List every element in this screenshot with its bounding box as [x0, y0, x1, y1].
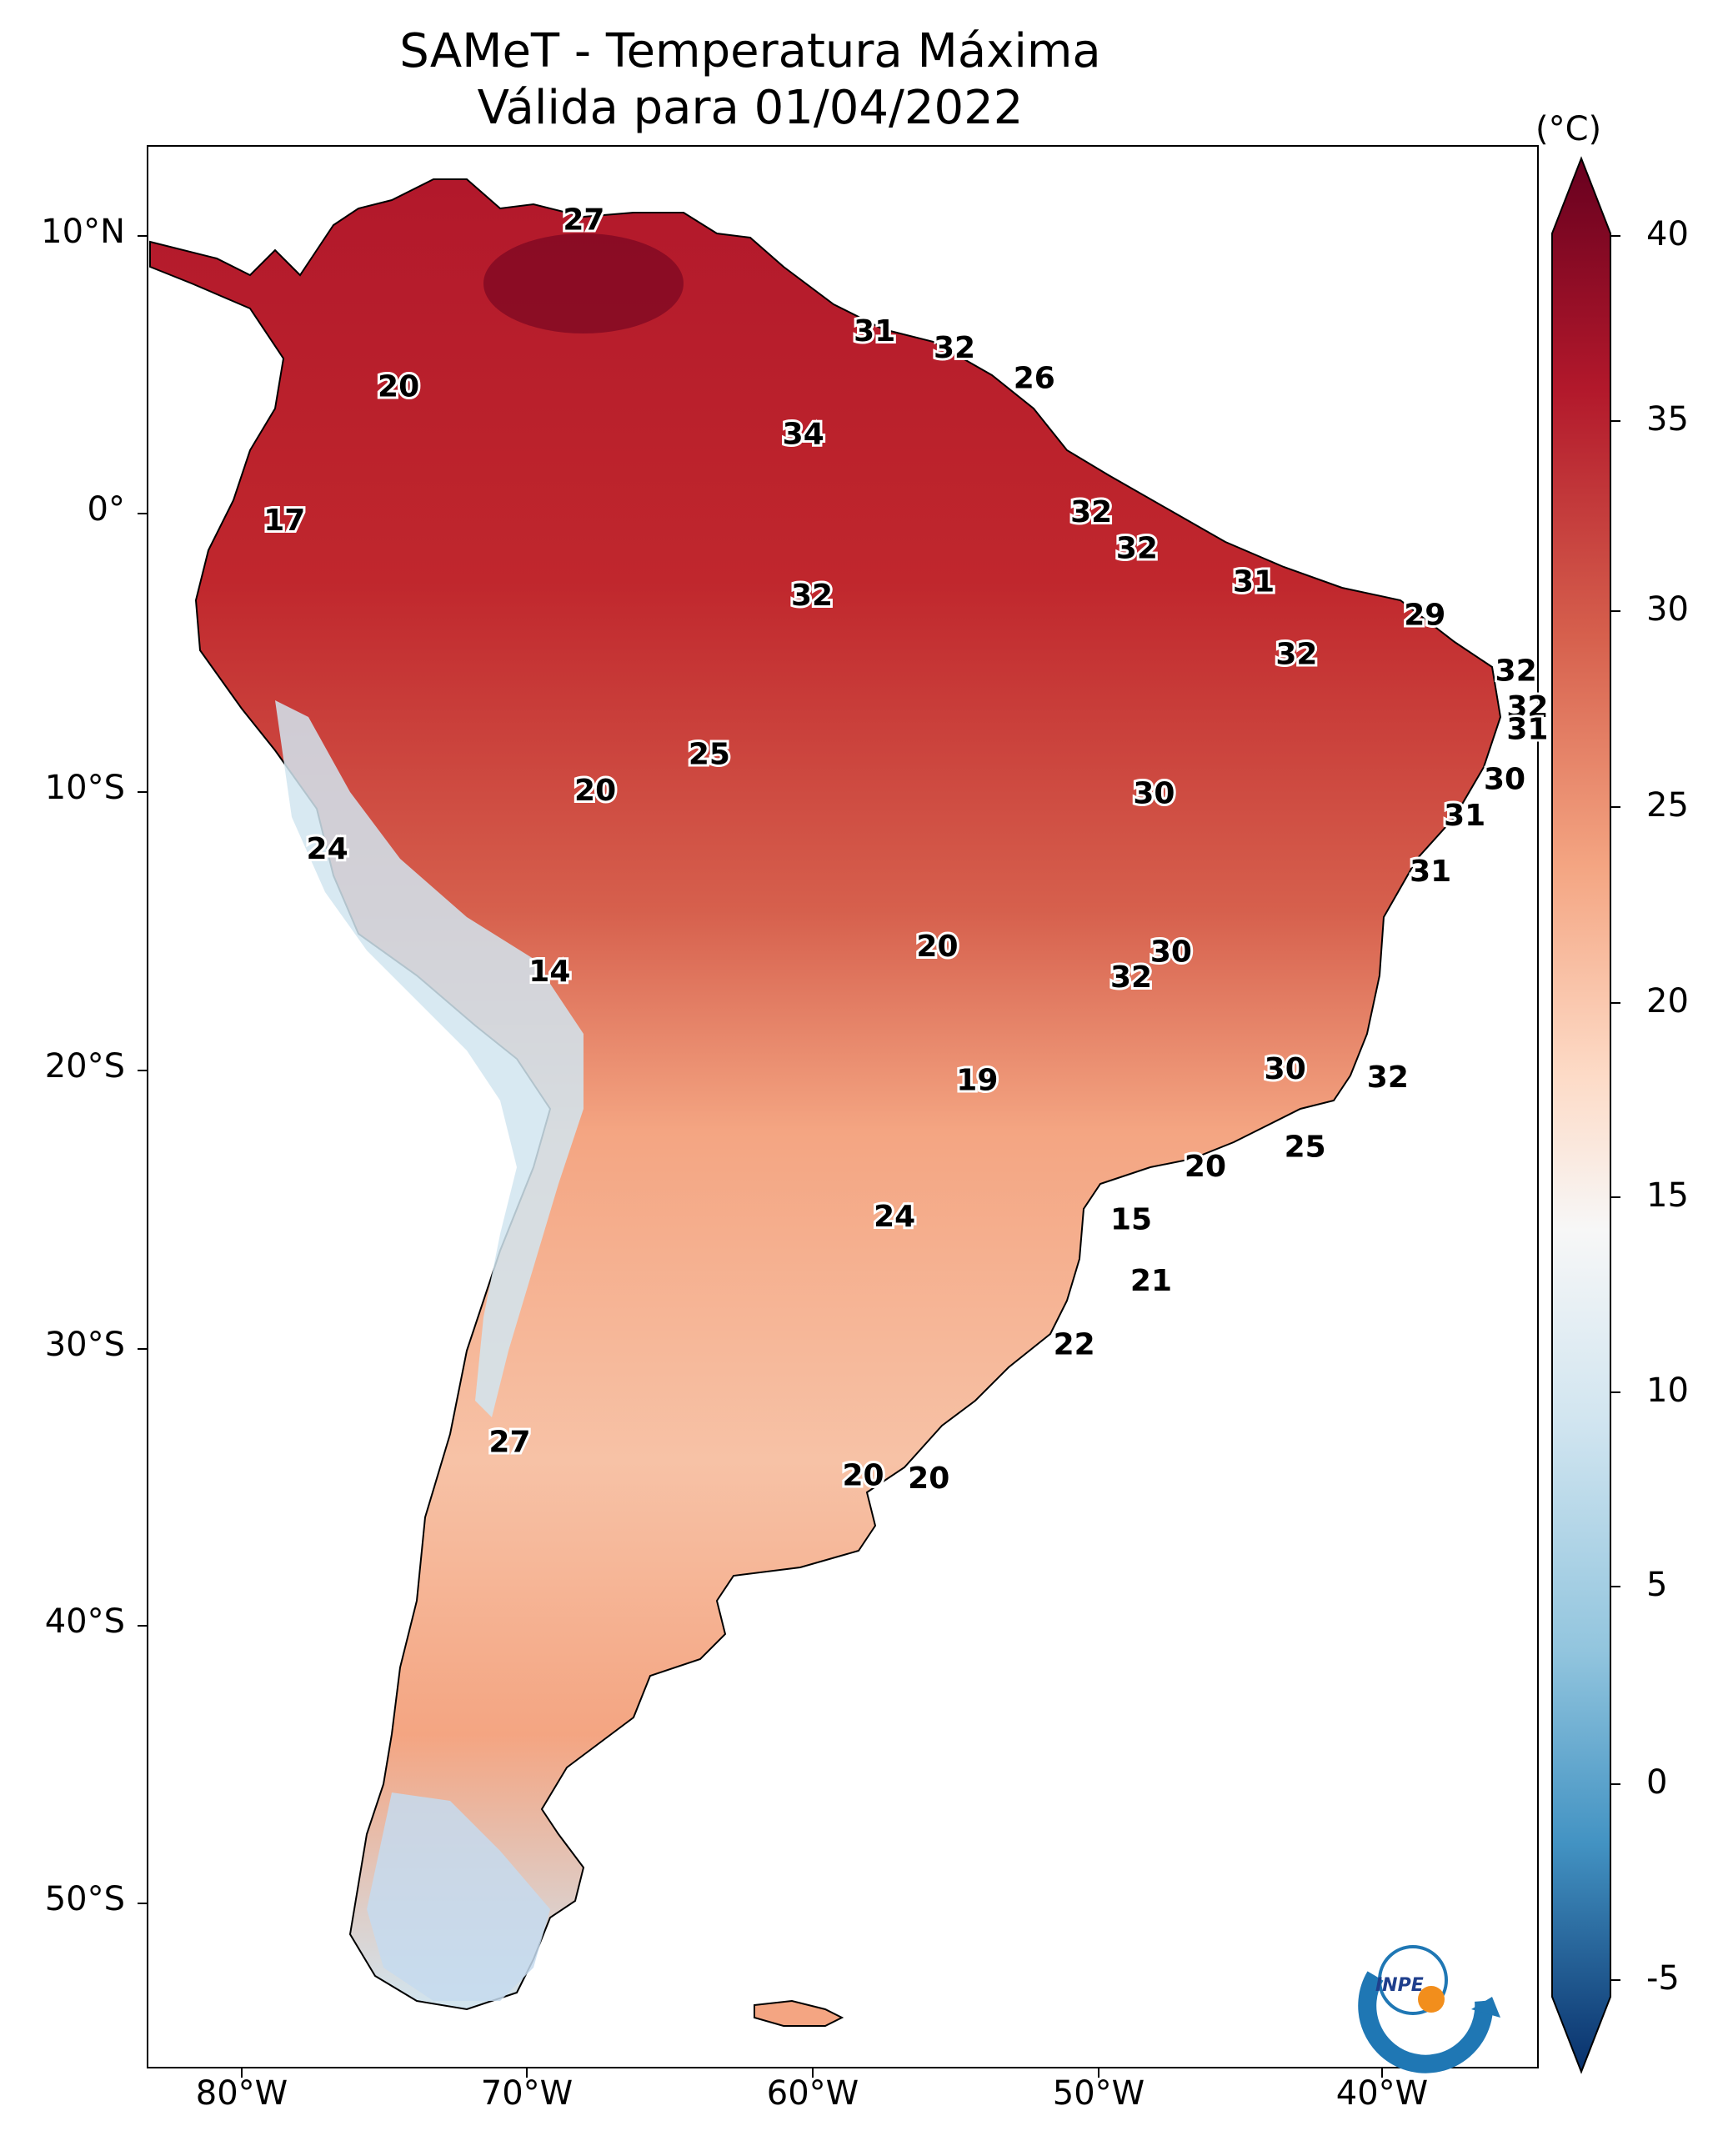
map-frame: [147, 145, 1539, 2068]
temperature-label: 14: [528, 955, 570, 989]
temperature-label: 27: [488, 1426, 530, 1460]
temperature-label: 22: [1054, 1328, 1095, 1362]
temperature-label: 32: [1506, 690, 1548, 725]
temperature-label: 17: [263, 504, 305, 538]
temperature-label: 31: [1410, 855, 1451, 889]
axis-ticks: [138, 235, 1383, 2078]
colorbar-tick-40: 40: [1646, 215, 1689, 253]
temperature-label: 20: [574, 774, 616, 808]
temperature-label: 31: [854, 314, 895, 348]
temperature-label: 32: [1116, 531, 1158, 565]
temperature-label: 20: [908, 1462, 949, 1496]
temperature-label: 20: [1185, 1150, 1226, 1184]
inpe-logo-text: INPE: [1375, 1975, 1424, 1996]
temperature-label: 20: [916, 930, 958, 964]
temperature-label: 30: [1150, 935, 1192, 970]
inpe-logo: INPE: [1358, 1945, 1500, 2073]
temperature-label: 15: [1110, 1202, 1152, 1236]
temperature-label: 32: [1495, 654, 1537, 688]
map-title-line1: SAMeT - Temperatura Máxima: [399, 24, 1101, 78]
temperature-label: 25: [689, 738, 730, 772]
temperature-label: 21: [1130, 1264, 1172, 1298]
colorbar-tick-20: 20: [1646, 982, 1689, 1020]
map-title-line2: Válida para 01/04/2022: [477, 81, 1024, 135]
colorbar-tick-35: 35: [1646, 400, 1689, 439]
temperature-label: 27: [563, 203, 604, 237]
temperature-label: 26: [1014, 362, 1055, 396]
colorbar-tick-5: 5: [1646, 1566, 1668, 1604]
falkland-islands: [754, 1999, 844, 2027]
temperature-label: 20: [843, 1459, 884, 1493]
temperature-label: 20: [378, 370, 419, 404]
temperature-label: 25: [1285, 1131, 1326, 1165]
temperature-label: 24: [307, 832, 348, 866]
lat-tick-20s: 20°S: [44, 1047, 125, 1086]
colorbar-tick-minus5: -5: [1646, 1959, 1680, 1998]
temperature-label: 31: [1444, 799, 1485, 833]
patagonia-cool-region: [367, 1792, 550, 2001]
lat-tick-10n: 10°N: [41, 213, 125, 251]
temperature-label: 32: [1275, 637, 1317, 671]
temperature-label: 34: [783, 417, 824, 451]
lon-tick-80w: 80°W: [195, 2074, 288, 2113]
colorbar: [1551, 156, 1620, 2074]
temperature-label: 19: [956, 1063, 998, 1097]
hot-region-north: [483, 233, 684, 333]
temperature-label: 31: [1506, 713, 1548, 747]
inpe-logo-arc: [1358, 1971, 1494, 2073]
lat-tick-50s: 50°S: [44, 1880, 125, 1918]
inpe-logo-dot: [1418, 1986, 1445, 2013]
temperature-label: 30: [1265, 1052, 1306, 1086]
temperature-label: 24: [874, 1200, 915, 1234]
colorbar-tick-0: 0: [1646, 1763, 1668, 1802]
lon-tick-40w: 40°W: [1335, 2074, 1429, 2113]
andes-cool-band: [275, 700, 584, 1417]
colorbar-tick-10: 10: [1646, 1371, 1689, 1410]
temperature-label: 32: [934, 331, 975, 365]
lat-tick-0: 0°: [87, 490, 125, 529]
lat-tick-40s: 40°S: [44, 1602, 125, 1641]
colorbar-tick-25: 25: [1646, 786, 1689, 825]
lon-tick-60w: 60°W: [766, 2074, 859, 2113]
temperature-label: 29: [1404, 599, 1445, 633]
temperature-label: 32: [1367, 1060, 1409, 1095]
lat-tick-10s: 10°S: [44, 769, 125, 807]
temperature-label: 30: [1484, 763, 1525, 797]
lat-tick-30s: 30°S: [44, 1326, 125, 1364]
colorbar-tick-15: 15: [1646, 1176, 1689, 1215]
temperature-label: 32: [1110, 960, 1152, 995]
colorbar-unit: (°C): [1535, 110, 1602, 148]
colorbar-bar: [1551, 156, 1611, 2074]
temperature-label: 31: [1233, 565, 1275, 599]
lon-tick-50w: 50°W: [1052, 2074, 1145, 2113]
lon-tick-70w: 70°W: [480, 2074, 573, 2113]
colorbar-tick-30: 30: [1646, 590, 1689, 629]
temperature-label: 30: [1133, 776, 1175, 810]
temperature-label: 32: [1070, 495, 1112, 529]
temperature-label: 32: [791, 579, 833, 613]
